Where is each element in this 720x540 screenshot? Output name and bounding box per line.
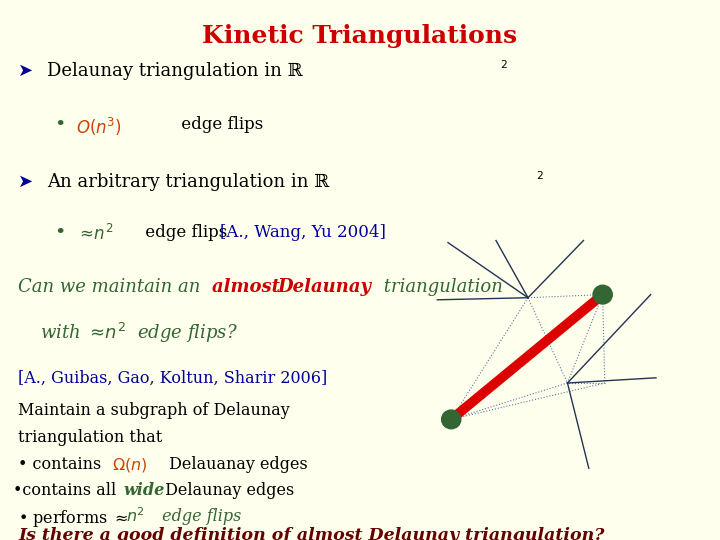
Text: [A., Wang, Yu 2004]: [A., Wang, Yu 2004] [220,224,385,241]
Text: •: • [54,116,66,134]
Text: Delaunay triangulation in ℝ: Delaunay triangulation in ℝ [47,62,302,80]
Text: triangulation that: triangulation that [18,429,162,446]
Text: Kinetic Triangulations: Kinetic Triangulations [202,24,518,48]
Text: edge flips: edge flips [157,508,241,524]
Text: $n^2$: $n^2$ [126,508,151,526]
Text: Delauanay edges: Delauanay edges [164,456,308,473]
Text: $^2$: $^2$ [536,173,544,187]
Text: An arbitrary triangulation in ℝ: An arbitrary triangulation in ℝ [47,173,329,191]
Text: triangulation: triangulation [378,278,503,296]
Text: Delaunay edges: Delaunay edges [160,482,294,499]
Text: wide: wide [124,482,165,499]
Text: • contains: • contains [18,456,107,473]
Text: edge flips: edge flips [176,116,264,133]
Text: $\approx\!n^2$: $\approx\!n^2$ [76,224,113,244]
Text: ➤: ➤ [18,173,33,191]
Text: Maintain a subgraph of Delaunay: Maintain a subgraph of Delaunay [18,402,289,419]
Text: with $\approx\!n^2$  edge flips?: with $\approx\!n^2$ edge flips? [40,321,238,346]
Text: • performs $\approx$: • performs $\approx$ [18,508,133,529]
Circle shape [441,410,461,429]
Text: Is there a good definition of almost Delaunay triangulation?: Is there a good definition of almost Del… [18,526,604,540]
Text: Delaunay: Delaunay [277,278,372,296]
Text: [A., Guibas, Gao, Koltun, Sharir 2006]: [A., Guibas, Gao, Koltun, Sharir 2006] [18,370,328,387]
Text: ➤: ➤ [18,62,33,80]
Text: edge flips: edge flips [140,224,233,241]
Text: almost: almost [212,278,287,296]
Text: $\Omega(n)$: $\Omega(n)$ [112,456,147,474]
Text: $^2$: $^2$ [500,62,508,76]
Text: Can we maintain an: Can we maintain an [18,278,206,296]
Text: $O(n^3)$: $O(n^3)$ [76,116,122,138]
Text: •contains all: •contains all [13,482,122,499]
Circle shape [593,285,612,304]
Text: •: • [54,224,66,242]
